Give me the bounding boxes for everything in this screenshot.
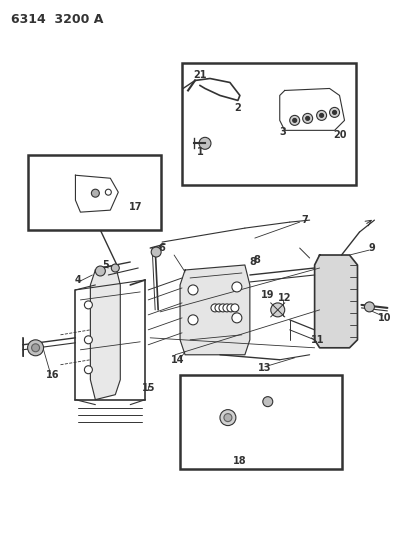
Circle shape	[232, 282, 242, 292]
Circle shape	[95, 266, 105, 276]
Circle shape	[84, 301, 92, 309]
Circle shape	[199, 138, 211, 149]
Circle shape	[303, 114, 313, 123]
Text: 2: 2	[235, 103, 241, 114]
Circle shape	[220, 410, 236, 425]
Circle shape	[84, 336, 92, 344]
Bar	[182, 62, 357, 185]
Text: 1: 1	[197, 147, 204, 157]
Circle shape	[317, 110, 326, 120]
Text: 8: 8	[249, 257, 256, 267]
Bar	[180, 375, 341, 470]
Circle shape	[319, 114, 324, 117]
Circle shape	[215, 304, 223, 312]
Circle shape	[263, 397, 273, 407]
Circle shape	[219, 304, 227, 312]
Circle shape	[227, 304, 235, 312]
Text: 17: 17	[129, 202, 142, 212]
Text: 8: 8	[253, 255, 260, 265]
Text: 6314  3200 A: 6314 3200 A	[11, 13, 103, 26]
Circle shape	[223, 304, 231, 312]
Circle shape	[330, 108, 339, 117]
Text: 14: 14	[171, 355, 185, 365]
Circle shape	[231, 304, 239, 312]
Polygon shape	[75, 175, 118, 212]
Text: 9: 9	[368, 243, 375, 253]
Circle shape	[293, 118, 297, 123]
Text: 3: 3	[279, 127, 286, 138]
Text: 10: 10	[378, 313, 391, 323]
Circle shape	[290, 116, 299, 125]
Circle shape	[28, 340, 44, 356]
Circle shape	[188, 315, 198, 325]
Text: 20: 20	[333, 131, 346, 140]
Circle shape	[271, 303, 285, 317]
Text: 4: 4	[75, 275, 82, 285]
Circle shape	[91, 189, 100, 197]
Circle shape	[232, 313, 242, 323]
Circle shape	[188, 285, 198, 295]
Text: 15: 15	[142, 383, 155, 393]
Text: 21: 21	[193, 70, 207, 80]
Text: 5: 5	[102, 260, 109, 270]
Text: 18: 18	[233, 456, 247, 466]
Text: 11: 11	[311, 335, 324, 345]
Polygon shape	[315, 255, 357, 348]
Polygon shape	[180, 265, 250, 355]
Circle shape	[105, 189, 111, 195]
Circle shape	[333, 110, 337, 115]
Text: 13: 13	[258, 363, 272, 373]
Bar	[28, 155, 161, 230]
Circle shape	[211, 304, 219, 312]
Circle shape	[306, 116, 310, 120]
Circle shape	[364, 302, 375, 312]
Polygon shape	[91, 265, 120, 400]
Circle shape	[224, 414, 232, 422]
Text: 12: 12	[278, 293, 291, 303]
Circle shape	[84, 366, 92, 374]
Circle shape	[151, 247, 161, 257]
Circle shape	[31, 344, 40, 352]
Polygon shape	[280, 88, 344, 131]
Circle shape	[111, 264, 119, 272]
Text: 6: 6	[159, 243, 166, 253]
Text: 16: 16	[46, 370, 59, 379]
Text: 7: 7	[301, 215, 308, 225]
Text: 19: 19	[261, 290, 275, 300]
